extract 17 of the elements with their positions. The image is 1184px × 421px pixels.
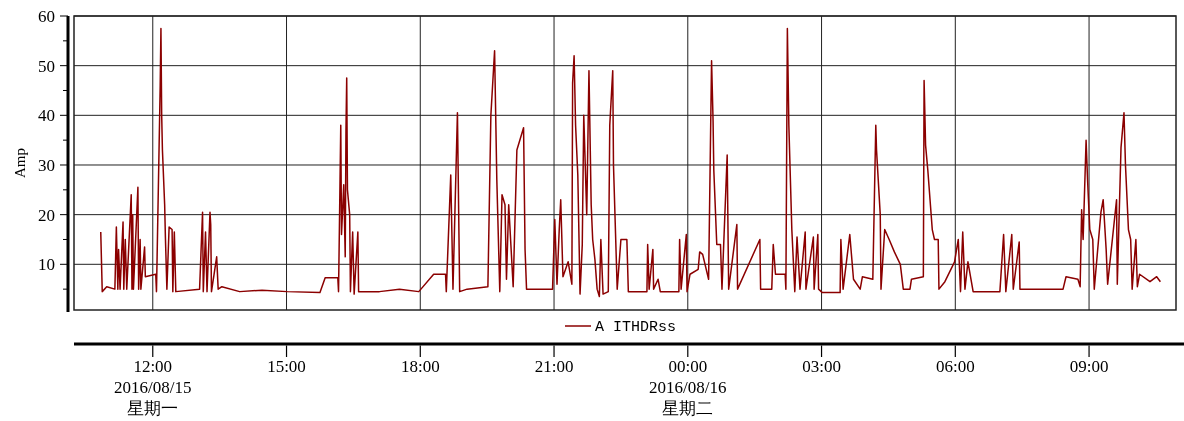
y-tick-label: 10 <box>38 255 55 275</box>
x-tick-label: 00:00 2016/08/16 星期二 <box>649 357 727 418</box>
x-tick-label: 18:00 <box>400 357 440 376</box>
legend-label: A ITHDRss <box>595 319 677 337</box>
x-tick-label: 15:00 <box>267 357 306 376</box>
y-tick-label: 20 <box>38 205 55 225</box>
x-tick-label: 03:00 <box>802 357 841 376</box>
y-axis-title: Amp <box>12 148 29 178</box>
y-tick-label: 50 <box>38 56 55 76</box>
x-tick-label: 21:00 <box>534 357 574 376</box>
x-tick-label: 12:00 2016/08/15 星期一 <box>114 357 192 418</box>
y-tick-label: 30 <box>38 155 55 175</box>
y-tick-label: 60 <box>38 6 55 26</box>
x-tick-label: 06:00 <box>935 357 975 376</box>
y-tick-label: 40 <box>38 106 55 126</box>
x-tick-label: 09:00 <box>1069 357 1109 376</box>
line-series <box>100 27 1162 298</box>
